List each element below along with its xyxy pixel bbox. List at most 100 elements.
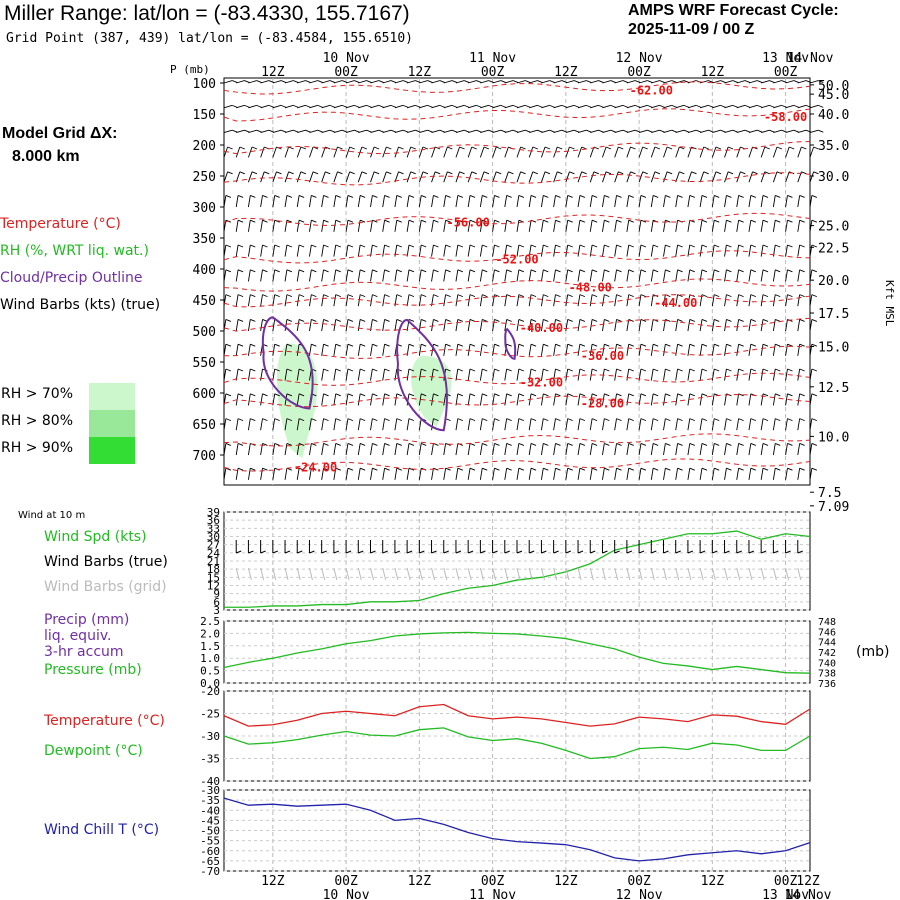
wind-barb	[516, 104, 526, 109]
wind-barb-flag	[323, 318, 329, 322]
wind-barb	[565, 319, 569, 332]
wind-barb-flag	[555, 343, 561, 347]
windchill-panel-ytick-label: -55	[200, 835, 220, 848]
wind-barb-flag	[335, 269, 341, 273]
wind-barb-flag	[640, 219, 647, 223]
wind-barb	[602, 80, 611, 84]
wind-barb-flag	[476, 129, 482, 133]
wind-barb	[443, 220, 447, 232]
wind-barb	[748, 294, 752, 307]
wind-barb-flag	[237, 393, 244, 397]
isotherm-line	[223, 278, 811, 292]
wind-barb-flag	[457, 393, 463, 397]
wind-barb-flag	[323, 368, 329, 372]
wind-barb-flag	[250, 318, 256, 322]
wind-barb	[724, 443, 727, 456]
wind-barb	[394, 393, 398, 406]
wind-barb	[382, 443, 386, 456]
bottom-hour-label: 12Z	[408, 874, 432, 889]
wind-barb	[492, 195, 495, 208]
wind-barb	[492, 319, 495, 332]
wind-barb	[541, 104, 550, 109]
wind-barb-flag	[689, 343, 695, 347]
wind-barb-flag	[714, 269, 720, 273]
wind-barb-flag	[433, 219, 439, 223]
wind-barb	[772, 393, 776, 406]
wind-barb	[272, 195, 276, 208]
wind-barb	[797, 418, 801, 431]
cloud-outline	[504, 328, 517, 360]
wind-panel-ytick-label: 15	[207, 571, 220, 584]
wind-barb-flag	[665, 318, 671, 322]
isotherm-line	[223, 433, 811, 447]
wind-barb	[614, 443, 617, 456]
wind-barb-flag	[652, 368, 659, 372]
wind-barb-flag	[555, 393, 561, 397]
wind-barb-flag	[323, 194, 329, 198]
wind-barb	[504, 171, 509, 183]
surface-wind-barb-flag	[333, 550, 340, 554]
wind-barb	[516, 269, 520, 282]
wind-barb-flag	[457, 343, 463, 347]
wind-barb-flag	[482, 294, 488, 298]
wind-barb-flag	[630, 146, 636, 150]
wind-barb-flag	[787, 269, 793, 273]
temperature-line	[223, 703, 811, 727]
wind-barb	[284, 393, 288, 406]
wind-barb-flag	[555, 244, 561, 248]
wind-barb-flag	[518, 368, 525, 372]
wind-barb-flag	[750, 269, 756, 273]
bottom-date-label: 12 Nov	[616, 888, 663, 900]
wind-barb	[528, 319, 532, 332]
wind-barb-flag	[714, 219, 720, 223]
wind-barb	[797, 393, 801, 406]
wind-barb-flag	[276, 171, 282, 175]
wind-barb	[333, 269, 337, 282]
grid-wind-barb	[638, 567, 643, 581]
wind-barb-flag	[408, 318, 415, 322]
wind-barb-flag	[354, 104, 360, 108]
wind-barb-flag	[579, 244, 586, 248]
wind-barb	[577, 269, 581, 282]
wind-barb	[382, 220, 386, 232]
wind-barb-flag	[591, 343, 598, 347]
bottom-hour-label: 12Z	[261, 874, 285, 889]
wind-barb	[748, 104, 758, 109]
wind-barb	[638, 171, 644, 183]
wind-barb	[296, 368, 300, 381]
wind-barb	[650, 244, 654, 257]
wind-barb-flag	[250, 393, 256, 397]
wind-barb	[467, 244, 471, 257]
wind-barb	[602, 269, 605, 282]
wind-barb-flag	[482, 343, 488, 347]
wind-barb-flag	[520, 146, 526, 150]
wind-barb-flag	[227, 146, 233, 150]
wind-barb	[577, 146, 583, 158]
surface-wind-barb-flag	[309, 550, 315, 554]
kft-tick-label: 25.0	[818, 220, 849, 235]
wind-barb	[296, 146, 302, 158]
wind-barb	[455, 220, 459, 232]
wind-barb	[589, 171, 595, 183]
wind-barb-flag	[244, 80, 250, 83]
wind-barb	[797, 368, 801, 381]
wind-barb-flag	[434, 146, 441, 150]
wind-barb	[553, 129, 563, 134]
wind-barb	[528, 344, 532, 356]
wind-barb-flag	[372, 343, 378, 347]
wind-barb	[736, 319, 740, 332]
wind-barb	[516, 80, 526, 84]
bottom-date-label: 11 Nov	[469, 888, 516, 900]
wind-barb-flag	[616, 442, 622, 446]
wind-barb-flag	[738, 269, 744, 273]
wind-barb-flag	[573, 104, 580, 108]
grid-wind-barb	[772, 567, 777, 581]
wind-barb	[663, 294, 666, 307]
wind-barb	[394, 129, 404, 134]
wind-barb-flag	[378, 104, 384, 108]
wind-barb-flag	[286, 219, 293, 223]
wind-barb-flag	[250, 294, 256, 298]
windchill-panel-ytick-label: -65	[200, 855, 220, 868]
wind-barb	[724, 319, 727, 332]
wind-barb	[577, 393, 581, 406]
